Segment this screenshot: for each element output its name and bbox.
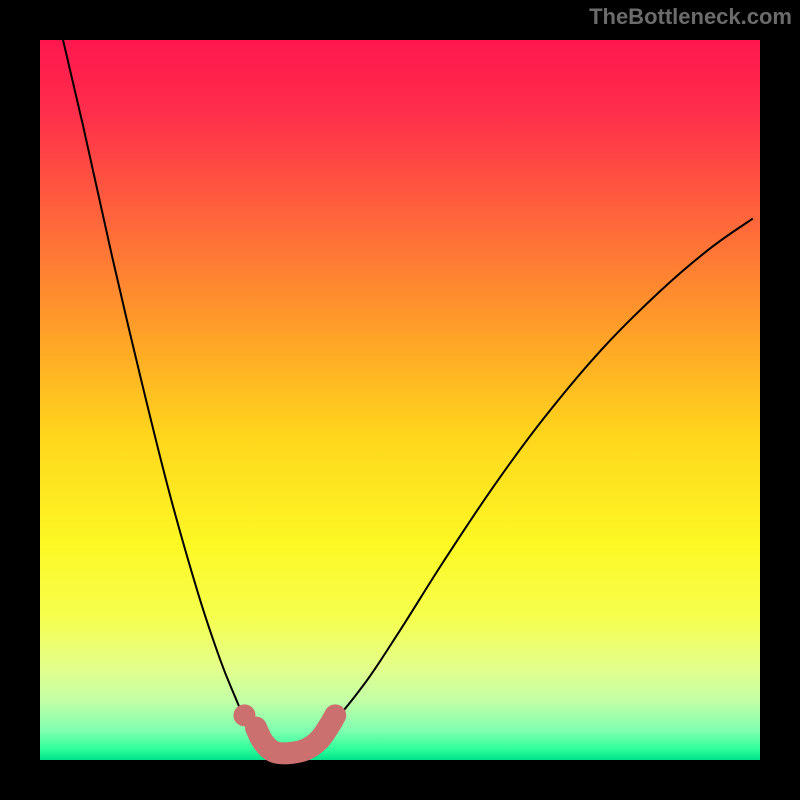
plot-area [40, 40, 760, 760]
curve-layer [40, 40, 760, 760]
bottleneck-curve [63, 40, 753, 753]
chart-container: TheBottleneck.com [0, 0, 800, 800]
bottom-u-marker [256, 715, 335, 753]
watermark-text: TheBottleneck.com [589, 4, 792, 30]
marker-dot [233, 704, 255, 726]
